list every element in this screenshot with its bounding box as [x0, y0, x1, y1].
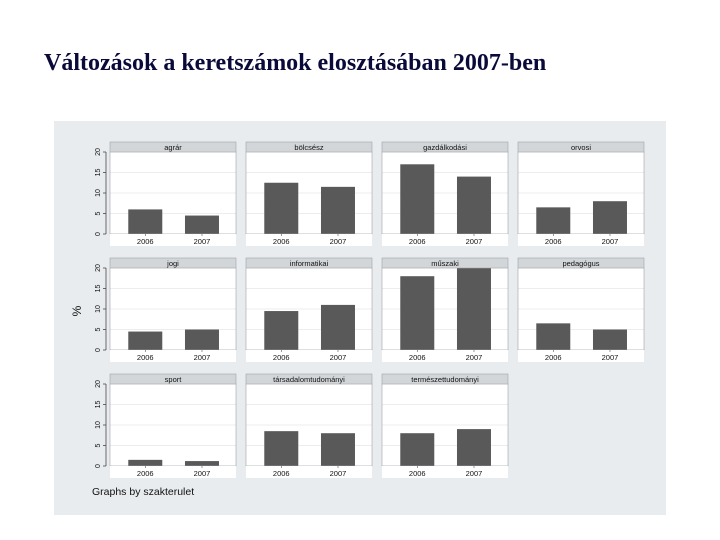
- panel-3-x-tick-label: 2007: [466, 237, 483, 246]
- panel-8-bar-2007: [592, 329, 627, 350]
- y-axis-label: %: [70, 305, 84, 316]
- panel-9-x-tick-label: 2006: [137, 469, 154, 478]
- graphs-by-note: Graphs by szakterulet: [92, 486, 194, 498]
- panel-9-bar-2006: [128, 459, 163, 466]
- panel-2-title: bölcsész: [294, 143, 323, 152]
- panel-1-y-tick-label: 0: [95, 232, 102, 236]
- panel-3-title: gazdálkodási: [423, 143, 467, 152]
- panel-5-y-tick-label: 5: [95, 327, 102, 331]
- panel-1-x-tick-label: 2006: [137, 237, 154, 246]
- panel-11-title: természettudományi: [411, 375, 479, 384]
- panel-4-x-tick-label: 2006: [545, 237, 562, 246]
- panel-7-bar-2007: [456, 268, 491, 350]
- panel-2-bar-2007: [320, 186, 355, 234]
- panel-2-bar-2006: [264, 182, 299, 234]
- panel-9-x-tick-label: 2007: [194, 469, 211, 478]
- panel-9-y-tick-label: 5: [95, 443, 102, 447]
- panel-11-bar-2006: [400, 433, 435, 466]
- panel-10-x-axis: [246, 466, 372, 478]
- panel-1-bar-2006: [128, 209, 163, 234]
- panel-7-x-axis: [382, 350, 508, 362]
- panel-5-x-tick-label: 2007: [194, 353, 211, 362]
- panel-4-x-tick-label: 2007: [602, 237, 619, 246]
- panel-11-x-tick-label: 2006: [409, 469, 426, 478]
- panel-5-y-tick-label: 0: [95, 348, 102, 352]
- panel-5-x-tick-label: 2006: [137, 353, 154, 362]
- panel-1-x-tick-label: 2007: [194, 237, 211, 246]
- panel-9-y-tick-label: 0: [95, 464, 102, 468]
- panel-9-bar-2007: [184, 461, 219, 466]
- panel-10-title: társadalomtudományi: [273, 375, 345, 384]
- panel-6-title: informatikai: [290, 259, 329, 268]
- panel-11-x-tick-label: 2007: [466, 469, 483, 478]
- panel-7-x-tick-label: 2006: [409, 353, 426, 362]
- panel-6-x-tick-label: 2006: [273, 353, 290, 362]
- panel-11-x-axis: [382, 466, 508, 478]
- panel-3-bar-2007: [456, 176, 491, 234]
- panel-1-title: agrár: [164, 143, 182, 152]
- panel-10-x-tick-label: 2006: [273, 469, 290, 478]
- panel-6-x-axis: [246, 350, 372, 362]
- panel-5-x-axis: [110, 350, 236, 362]
- panel-4-title: orvosi: [571, 143, 591, 152]
- panel-3-x-tick-label: 2006: [409, 237, 426, 246]
- panel-9-title: sport: [165, 375, 183, 384]
- panel-10-bar-2007: [320, 433, 355, 466]
- panel-9-y-tick-label: 15: [95, 401, 102, 409]
- panel-7-x-tick-label: 2007: [466, 353, 483, 362]
- panel-7-bar-2006: [400, 276, 435, 350]
- panel-8-title: pedagógus: [562, 259, 599, 268]
- panel-10-bar-2006: [264, 431, 299, 466]
- panel-2-x-tick-label: 2007: [330, 237, 347, 246]
- panel-1-y-tick-label: 15: [95, 169, 102, 177]
- panel-5-y-tick-label: 10: [95, 305, 102, 313]
- panel-5-bar-2006: [128, 331, 163, 350]
- panel-1-y-tick-label: 5: [95, 211, 102, 215]
- panel-7-title: műszaki: [431, 259, 459, 268]
- panel-2-x-axis: [246, 234, 372, 246]
- panel-1-bar-2007: [184, 215, 219, 234]
- panel-11-bar-2007: [456, 429, 491, 466]
- slide-title: Változások a keretszámok elosztásában 20…: [44, 50, 547, 76]
- panel-6-x-tick-label: 2007: [330, 353, 347, 362]
- panel-6-bar-2007: [320, 304, 355, 350]
- panel-1-y-tick-label: 20: [95, 148, 102, 156]
- panel-6-bar-2006: [264, 311, 299, 350]
- small-multiples-bar-chart: agrár 2006 2007 0 5 10 15 20 bölcsész 2006 2007 gaz…: [54, 121, 666, 515]
- panel-1-y-tick-label: 10: [95, 189, 102, 197]
- panel-9-x-axis: [110, 466, 236, 478]
- panel-8-x-axis: [518, 350, 644, 362]
- panel-10-x-tick-label: 2007: [330, 469, 347, 478]
- panel-4-bar-2007: [592, 201, 627, 234]
- panel-5-title: jogi: [166, 259, 179, 268]
- panel-1-x-axis: [110, 234, 236, 246]
- panel-5-y-tick-label: 20: [95, 264, 102, 272]
- panel-4-x-axis: [518, 234, 644, 246]
- panel-3-x-axis: [382, 234, 508, 246]
- panel-8-x-tick-label: 2006: [545, 353, 562, 362]
- panel-5-y-tick-label: 15: [95, 285, 102, 293]
- panel-9-y-tick-label: 10: [95, 421, 102, 429]
- chart-svg: agrár 2006 2007 0 5 10 15 20 bölcsész 2006 2007 gaz…: [70, 141, 645, 498]
- panel-5-bar-2007: [184, 329, 219, 350]
- panel-4-bar-2006: [536, 207, 571, 234]
- panel-9-y-tick-label: 20: [95, 380, 102, 388]
- panel-3-bar-2006: [400, 164, 435, 234]
- panel-8-x-tick-label: 2007: [602, 353, 619, 362]
- panel-2-x-tick-label: 2006: [273, 237, 290, 246]
- panel-8-bar-2006: [536, 323, 571, 350]
